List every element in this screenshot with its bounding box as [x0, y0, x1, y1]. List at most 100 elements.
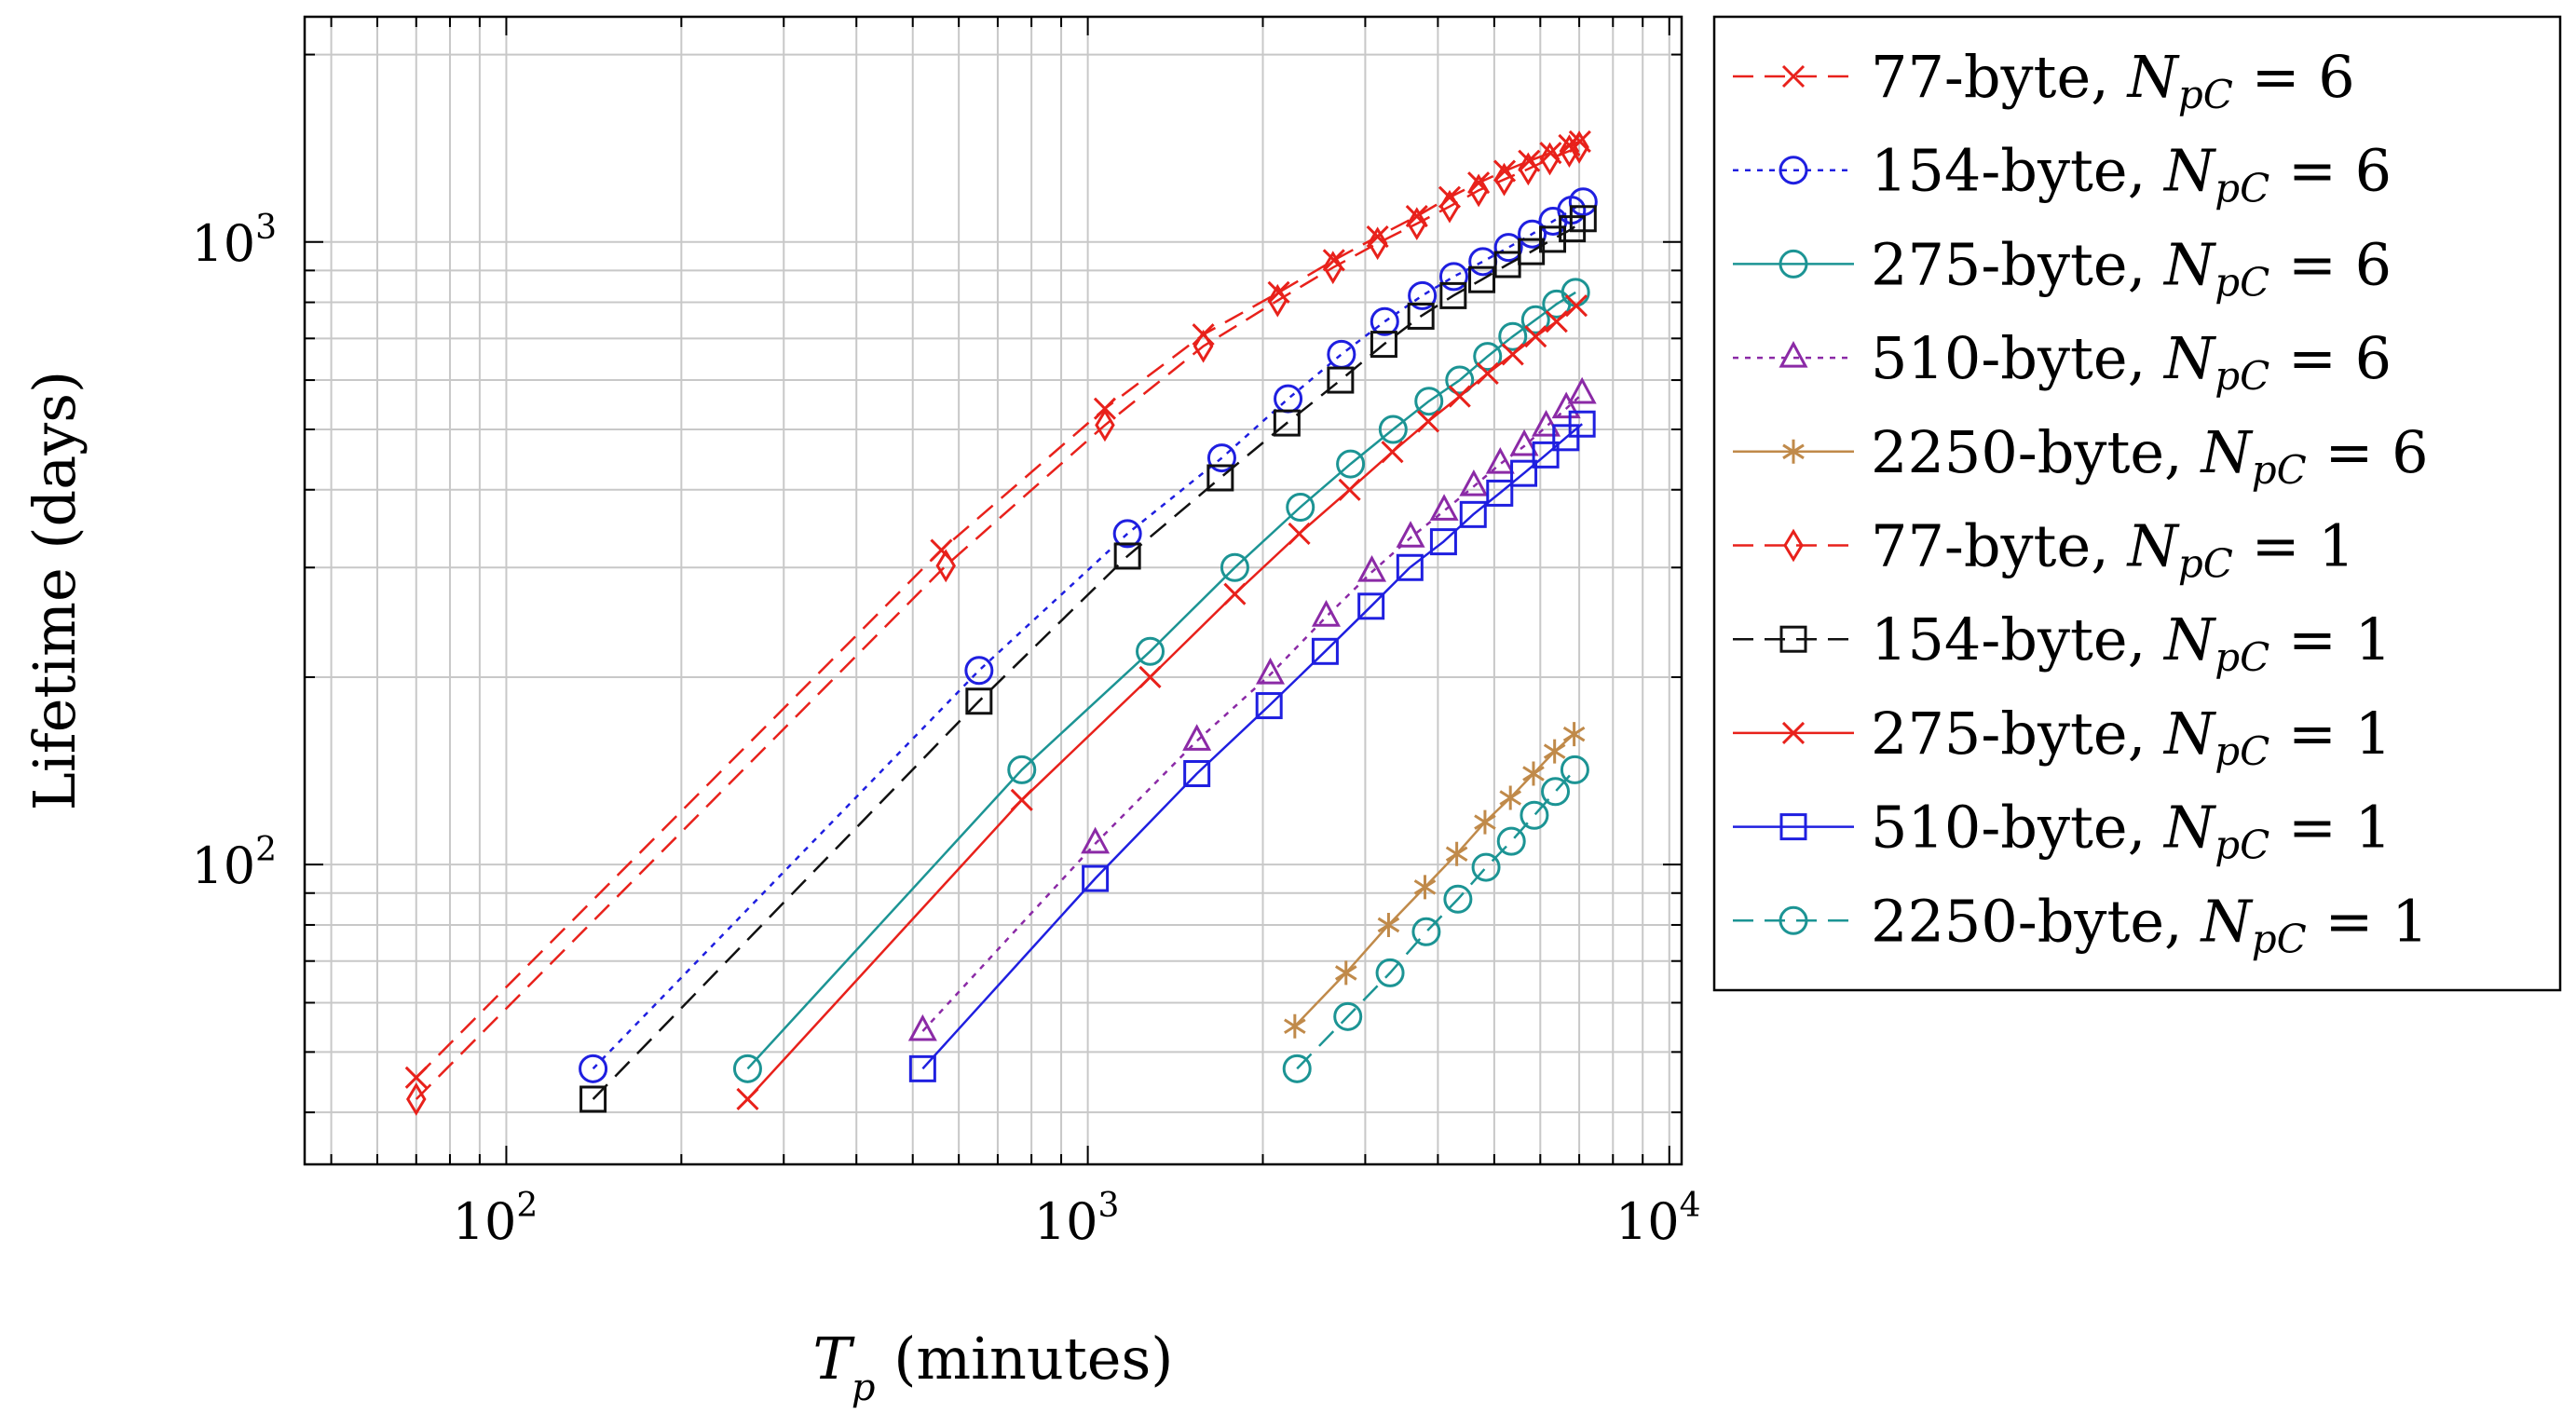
data-point	[1357, 554, 1387, 582]
data-point	[1568, 410, 1596, 438]
data-point	[1551, 391, 1581, 419]
data-point	[1496, 826, 1526, 856]
legend-entry: 2250-byte, NpC = 1	[1733, 887, 2429, 961]
data-point	[1193, 329, 1214, 363]
legend-label: 154-byte, NpC = 6	[1871, 137, 2392, 211]
data-point	[1522, 761, 1545, 786]
data-point	[1564, 294, 1588, 318]
data-point	[1498, 321, 1528, 351]
y-tick-label: 102	[191, 831, 277, 895]
data-point	[1416, 410, 1440, 433]
data-point	[1267, 283, 1288, 318]
data-point	[1206, 443, 1236, 473]
data-point	[1336, 449, 1366, 479]
data-point	[1445, 365, 1475, 395]
data-point	[1567, 376, 1597, 404]
data-point	[1375, 958, 1405, 987]
data-point	[1520, 305, 1550, 334]
data-point	[1311, 637, 1339, 665]
legend-marker	[1779, 905, 1808, 935]
data-point	[1007, 755, 1037, 784]
data-point	[1220, 552, 1249, 582]
series-6	[406, 130, 1589, 1116]
x-tick-label: 104	[1615, 1187, 1701, 1251]
legend-label: 2250-byte, NpC = 6	[1871, 418, 2429, 493]
data-point	[1413, 875, 1437, 900]
legend-entry: 275-byte, NpC = 6	[1733, 230, 2392, 305]
data-point	[736, 1087, 759, 1111]
data-point	[1286, 492, 1315, 522]
data-point	[1499, 785, 1522, 810]
data-point	[1338, 478, 1361, 501]
x-axis-title: Tp (minutes)	[813, 1325, 1174, 1409]
data-point	[1408, 280, 1438, 310]
data-point	[1468, 265, 1496, 293]
data-point	[1334, 960, 1357, 986]
legend-entry: 275-byte, NpC = 1	[1733, 700, 2392, 774]
data-point	[1473, 342, 1503, 372]
data-point	[1439, 281, 1467, 309]
data-point	[1113, 542, 1141, 570]
series-10	[1282, 755, 1589, 1083]
x-axis-symbol: T	[813, 1325, 856, 1393]
x-axis-subscript: p	[852, 1366, 876, 1409]
data-point	[1445, 841, 1468, 866]
data-point	[965, 687, 993, 715]
data-point	[1518, 219, 1547, 249]
data-point	[1095, 408, 1115, 442]
data-point	[1378, 415, 1408, 444]
legend-label: 77-byte, NpC = 6	[1871, 43, 2355, 117]
data-point	[1407, 302, 1435, 330]
data-point	[1532, 441, 1560, 469]
data-point	[1471, 852, 1501, 882]
data-point	[1327, 339, 1356, 369]
data-point	[1501, 343, 1524, 366]
series-4	[907, 376, 1597, 1041]
data-point	[1532, 409, 1561, 437]
legend: 77-byte, NpC = 6 154-byte, NpC = 6 275-byt…	[1712, 15, 2562, 992]
series-line	[1296, 768, 1576, 1070]
legend-marker	[1782, 439, 1805, 464]
data-point	[1255, 657, 1286, 685]
data-point	[1381, 441, 1404, 464]
legend-marker	[1779, 156, 1808, 185]
legend-label: 154-byte, NpC = 1	[1871, 605, 2392, 680]
data-point	[1323, 251, 1343, 285]
data-point	[1510, 459, 1538, 487]
data-point	[1273, 409, 1301, 437]
data-point	[1459, 469, 1489, 496]
data-point	[1333, 1001, 1363, 1031]
data-point	[1357, 592, 1385, 620]
legend-marker	[1779, 249, 1808, 279]
data-point	[732, 1054, 762, 1083]
data-point	[1311, 600, 1341, 627]
data-point	[1509, 428, 1539, 456]
data-point	[1485, 446, 1515, 474]
series-7	[579, 205, 1597, 1113]
data-point	[1568, 187, 1598, 217]
legend-entry: 510-byte, NpC = 6	[1733, 324, 2392, 399]
data-point	[406, 1082, 427, 1116]
legend-entry: 77-byte, NpC = 6	[1733, 43, 2355, 117]
legend-entry: 154-byte, NpC = 1	[1733, 605, 2392, 680]
data-point	[1182, 724, 1212, 751]
series-9	[908, 410, 1596, 1082]
data-point	[1255, 692, 1283, 720]
data-point	[1474, 809, 1496, 835]
data-point	[1288, 522, 1311, 545]
data-point	[404, 1066, 428, 1089]
x-axis-unit: (minutes)	[875, 1325, 1173, 1393]
legend-label: 510-byte, NpC = 1	[1871, 794, 2392, 868]
y-tick-label: 103	[191, 209, 277, 273]
legend-marker	[1779, 813, 1807, 841]
legend-box	[1712, 15, 2562, 992]
series-group	[404, 129, 1598, 1116]
series-line	[592, 217, 1585, 1100]
legend-label: 275-byte, NpC = 1	[1871, 700, 2392, 774]
legend-entry: 77-byte, NpC = 1	[1733, 512, 2355, 587]
data-point	[1476, 361, 1499, 385]
data-point	[1539, 225, 1567, 253]
data-point	[1206, 464, 1234, 492]
data-point	[1545, 310, 1568, 333]
data-point	[1518, 152, 1539, 186]
